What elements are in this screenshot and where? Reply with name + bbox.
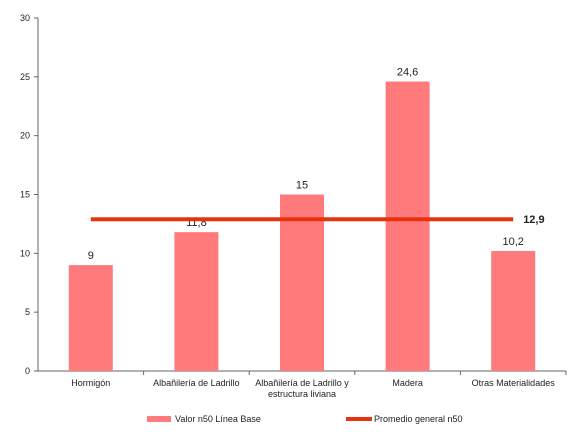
x-tick-label: Albañilería de Ladrillo xyxy=(153,378,240,388)
bar-value-label: 24,6 xyxy=(397,67,418,79)
x-tick-label: estructura liviana xyxy=(268,389,336,399)
y-tick-label: 0 xyxy=(25,366,30,376)
y-tick-label: 20 xyxy=(20,131,30,141)
legend-label-bar: Valor n50 Línea Base xyxy=(175,414,261,424)
y-tick-label: 30 xyxy=(20,13,30,23)
y-tick-label: 25 xyxy=(20,72,30,82)
bar xyxy=(280,194,324,371)
bar-value-label: 9 xyxy=(88,250,94,262)
bar-value-label: 10,2 xyxy=(502,236,523,248)
x-tick-label: Otras Materialidades xyxy=(472,378,556,388)
x-tick-label: Hormigón xyxy=(71,378,110,388)
legend: Valor n50 Línea Base Promedio general n50 xyxy=(147,414,463,424)
average-value-label: 12,9 xyxy=(523,214,544,226)
legend-label-line: Promedio general n50 xyxy=(374,414,463,424)
x-tick-label: Madera xyxy=(392,378,423,388)
bar xyxy=(385,81,430,371)
bar xyxy=(68,265,113,371)
bar-value-label: 15 xyxy=(296,180,308,192)
y-axis: 0 5 10 15 20 25 30 xyxy=(20,13,39,376)
y-tick-label: 15 xyxy=(20,190,30,200)
legend-swatch-bar xyxy=(147,416,171,422)
y-tick-label: 10 xyxy=(20,248,30,258)
bar xyxy=(491,250,536,371)
average-line: 12,9 xyxy=(90,214,545,226)
y-tick-label: 5 xyxy=(25,307,30,317)
x-tick-label: Albañilería de Ladrillo y xyxy=(255,378,349,388)
bar xyxy=(174,232,219,371)
